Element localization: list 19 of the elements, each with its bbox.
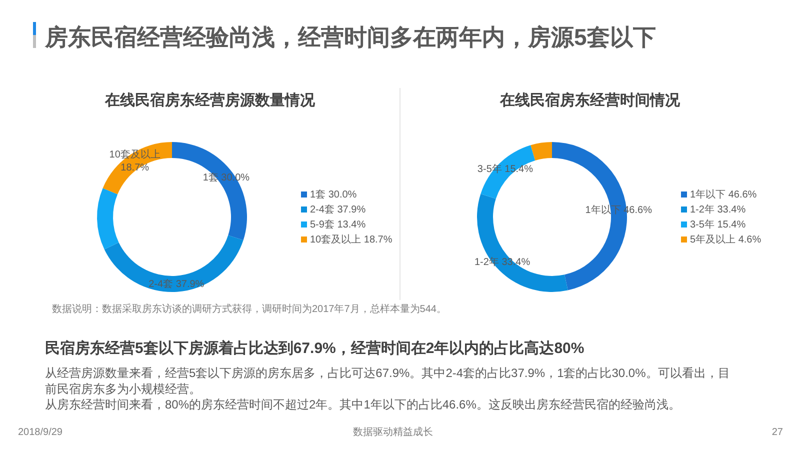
legend-label: 5年及以上 4.6% [690, 233, 762, 245]
text: 从经营房源数量来看，经营5套以下房源的房东居多，占比可达67.9%。其中2-4套的占比37.9%，1套的占比30.0%。可以看出，目前民宿房东多为小规模经营。 [45, 366, 730, 396]
legend-label: 10套及以上 18.7% [310, 233, 392, 245]
legend-label: 1年以下 46.6% [690, 188, 757, 200]
text: 数据说明：数据采取房东访谈的调研方式获得，调研时间为2017年7月，总样本量为544。 [52, 303, 446, 315]
data-label: 2-4套 37.9% [148, 277, 204, 290]
legend-label: 2-4套 37.9% [310, 203, 366, 215]
legend-label: 5-9套 13.4% [310, 218, 366, 230]
chart-title: 在线民宿房东经营房源数量情况 [104, 91, 316, 109]
chart-title: 在线民宿房东经营时间情况 [499, 91, 681, 109]
text: 民宿房东经营5套以下房源着占比达到67.9%，经营时间在2年以内的占比高达80% [45, 339, 584, 357]
legend-label: 3-5年 15.4% [690, 218, 746, 230]
text: 房东民宿经营经验尚浅，经营时间多在两年内，房源5套以下 [44, 24, 656, 50]
legend-label: 1-2年 33.4% [690, 203, 746, 215]
text: 从房东经营时间来看，80%的房东经营时间不超过2年。其中1年以下的占比46.6%。这反映出房东经营民宿的经验尚浅。 [45, 398, 680, 412]
text: 2018/9/29 [18, 427, 63, 438]
text: 数据驱动精益成长 [353, 426, 433, 438]
text: 27 [772, 427, 784, 438]
legend-label: 1套 30.0% [310, 188, 357, 200]
